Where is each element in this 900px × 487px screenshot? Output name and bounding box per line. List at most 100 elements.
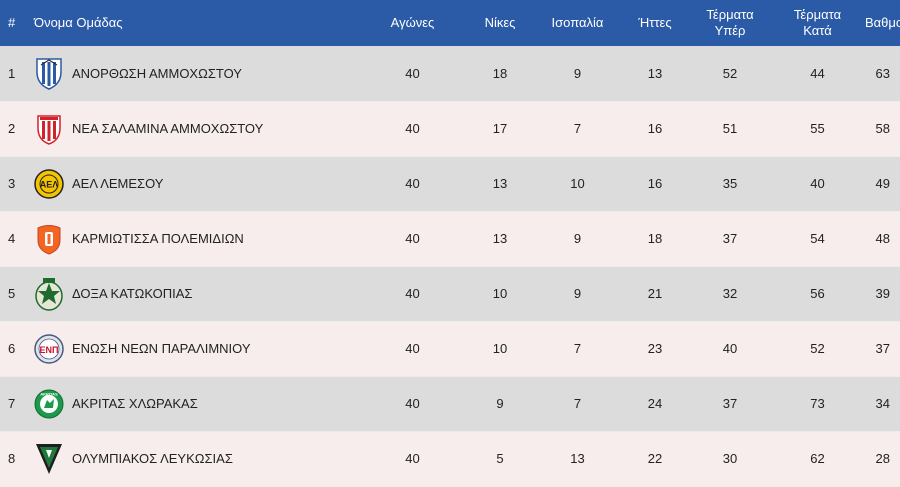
header-draws[interactable]: Ισοπαλία <box>551 15 604 30</box>
draws-cell: 7 <box>535 376 620 432</box>
team-cell[interactable]: ΚΑΡΜΙΩΤΙΣΣΑ ΠΟΛΕΜΙΔΙΩΝ <box>30 211 360 267</box>
ael-crest-icon: ΑΕΛ <box>34 166 64 202</box>
played-cell: 40 <box>360 211 465 267</box>
team-name[interactable]: ΚΑΡΜΙΩΤΙΣΣΑ ΠΟΛΕΜΙΔΙΩΝ <box>72 231 244 246</box>
position-cell: 2 <box>0 101 30 157</box>
losses-cell: 13 <box>620 46 690 102</box>
team-cell[interactable]: AKRITAS ΑΚΡΙΤΑΣ ΧΛΩΡΑΚΑΣ <box>30 376 360 432</box>
table-row[interactable]: 8 ΟΛΥΜΠΙΑΚΟΣ ΛΕΥΚΩΣΙΑΣ 40 5 13 22 30 62 … <box>0 431 900 487</box>
points-cell: 39 <box>865 266 900 322</box>
team-name[interactable]: ΑΕΛ ΛΕΜΕΣΟΥ <box>72 176 164 191</box>
header-goals-against[interactable]: Τέρματα Κατά <box>770 0 865 46</box>
goals-for-cell: 35 <box>690 156 770 212</box>
table-row[interactable]: 5 ΔΟΞΑ ΚΑΤΩΚΟΠΙΑΣ 40 10 9 21 32 56 39 <box>0 266 900 322</box>
team-cell[interactable]: ΟΛΥΜΠΙΑΚΟΣ ΛΕΥΚΩΣΙΑΣ <box>30 431 360 487</box>
losses-cell: 22 <box>620 431 690 487</box>
draws-cell: 9 <box>535 46 620 102</box>
nea-salamina-crest-icon <box>34 111 64 147</box>
team-cell[interactable]: ΕΝΠ ΕΝΩΣΗ ΝΕΩΝ ΠΑΡΑΛΙΜΝΙΟΥ <box>30 321 360 377</box>
table-row[interactable]: 2 ΝΕΑ ΣΑΛΑΜΙΝΑ ΑΜΜΟΧΩΣΤΟΥ 40 17 7 16 51 … <box>0 101 900 157</box>
position-cell: 8 <box>0 431 30 487</box>
doxa-crest-icon <box>34 276 64 312</box>
played-cell: 40 <box>360 46 465 102</box>
header-position[interactable]: # <box>8 15 16 30</box>
played-cell: 40 <box>360 431 465 487</box>
wins-cell: 18 <box>465 46 535 102</box>
played-cell: 40 <box>360 376 465 432</box>
karmiotissa-crest-icon <box>34 221 64 257</box>
points-cell: 63 <box>865 46 900 102</box>
header-points[interactable]: Βαθμοί <box>865 15 900 30</box>
goals-for-cell: 30 <box>690 431 770 487</box>
goals-for-cell: 52 <box>690 46 770 102</box>
draws-cell: 9 <box>535 211 620 267</box>
goals-against-cell: 55 <box>770 101 865 157</box>
team-name[interactable]: ΕΝΩΣΗ ΝΕΩΝ ΠΑΡΑΛΙΜΝΙΟΥ <box>72 341 251 356</box>
team-name[interactable]: ΔΟΞΑ ΚΑΤΩΚΟΠΙΑΣ <box>72 286 193 301</box>
team-name[interactable]: ΑΚΡΙΤΑΣ ΧΛΩΡΑΚΑΣ <box>72 396 198 411</box>
points-cell: 49 <box>865 156 900 212</box>
losses-cell: 16 <box>620 156 690 212</box>
header-team-name[interactable]: Όνομα Ομάδας <box>34 15 123 30</box>
position-cell: 5 <box>0 266 30 322</box>
position-cell: 6 <box>0 321 30 377</box>
header-goals-for-line1: Τέρματα <box>706 7 754 22</box>
header-losses[interactable]: Ήττες <box>638 15 672 30</box>
table-row[interactable]: 6 ΕΝΠ ΕΝΩΣΗ ΝΕΩΝ ΠΑΡΑΛΙΜΝΙΟΥ 40 10 7 23 … <box>0 321 900 377</box>
team-name[interactable]: ΝΕΑ ΣΑΛΑΜΙΝΑ ΑΜΜΟΧΩΣΤΟΥ <box>72 121 264 136</box>
points-cell: 28 <box>865 431 900 487</box>
position-cell: 7 <box>0 376 30 432</box>
played-cell: 40 <box>360 101 465 157</box>
akritas-crest-lettering: AKRITAS <box>40 391 58 396</box>
header-played[interactable]: Αγώνες <box>390 15 435 30</box>
header-goals-for[interactable]: Τέρματα Υπέρ <box>690 0 770 46</box>
wins-cell: 10 <box>465 266 535 322</box>
played-cell: 40 <box>360 266 465 322</box>
header-goals-for-line2: Υπέρ <box>714 23 746 38</box>
goals-against-cell: 44 <box>770 46 865 102</box>
points-cell: 58 <box>865 101 900 157</box>
team-name[interactable]: ΟΛΥΜΠΙΑΚΟΣ ΛΕΥΚΩΣΙΑΣ <box>72 451 233 466</box>
played-cell: 40 <box>360 156 465 212</box>
wins-cell: 9 <box>465 376 535 432</box>
olympiakos-crest-icon <box>34 441 64 477</box>
anorthosis-crest-icon <box>34 55 64 91</box>
draws-cell: 9 <box>535 266 620 322</box>
position-cell: 4 <box>0 211 30 267</box>
team-cell[interactable]: ΝΕΑ ΣΑΛΑΜΙΝΑ ΑΜΜΟΧΩΣΤΟΥ <box>30 101 360 157</box>
goals-against-cell: 73 <box>770 376 865 432</box>
goals-against-cell: 62 <box>770 431 865 487</box>
akritas-crest-icon: AKRITAS <box>34 386 64 422</box>
table-header-row: # Όνομα Ομάδας Αγώνες Νίκες Ισοπαλία Ήττ… <box>0 0 900 46</box>
team-cell[interactable]: ΔΟΞΑ ΚΑΤΩΚΟΠΙΑΣ <box>30 266 360 322</box>
header-goals-against-line1: Τέρματα <box>793 7 842 22</box>
goals-for-cell: 37 <box>690 376 770 432</box>
draws-cell: 7 <box>535 101 620 157</box>
position-cell: 1 <box>0 46 30 102</box>
wins-cell: 5 <box>465 431 535 487</box>
draws-cell: 13 <box>535 431 620 487</box>
table-row[interactable]: 1 ΑΝΟΡΘΩΣΗ ΑΜΜΟΧΩΣΤΟΥ 40 18 9 13 52 44 6… <box>0 46 900 102</box>
header-goals-against-line2: Κατά <box>803 23 832 38</box>
position-cell: 3 <box>0 156 30 212</box>
goals-against-cell: 52 <box>770 321 865 377</box>
team-cell[interactable]: ΑΕΛ ΑΕΛ ΛΕΜΕΣΟΥ <box>30 156 360 212</box>
wins-cell: 13 <box>465 156 535 212</box>
header-wins[interactable]: Νίκες <box>484 15 516 30</box>
table-row[interactable]: 3 ΑΕΛ ΑΕΛ ΛΕΜΕΣΟΥ 40 13 10 16 35 40 49 <box>0 156 900 212</box>
team-name[interactable]: ΑΝΟΡΘΩΣΗ ΑΜΜΟΧΩΣΤΟΥ <box>72 65 242 81</box>
goals-for-cell: 40 <box>690 321 770 377</box>
points-cell: 48 <box>865 211 900 267</box>
table-row[interactable]: 4 ΚΑΡΜΙΩΤΙΣΣΑ ΠΟΛΕΜΙΔΙΩΝ 40 13 9 18 37 5… <box>0 211 900 267</box>
ael-crest-lettering: ΑΕΛ <box>40 179 59 189</box>
points-cell: 34 <box>865 376 900 432</box>
enp-crest-lettering: ΕΝΠ <box>39 345 58 355</box>
table-row[interactable]: 7 AKRITAS ΑΚΡΙΤΑΣ ΧΛΩΡΑΚΑΣ 40 9 7 24 37 … <box>0 376 900 432</box>
points-cell: 37 <box>865 321 900 377</box>
draws-cell: 10 <box>535 156 620 212</box>
goals-against-cell: 56 <box>770 266 865 322</box>
enp-crest-icon: ΕΝΠ <box>34 331 64 367</box>
team-cell[interactable]: ΑΝΟΡΘΩΣΗ ΑΜΜΟΧΩΣΤΟΥ <box>30 46 360 102</box>
wins-cell: 17 <box>465 101 535 157</box>
